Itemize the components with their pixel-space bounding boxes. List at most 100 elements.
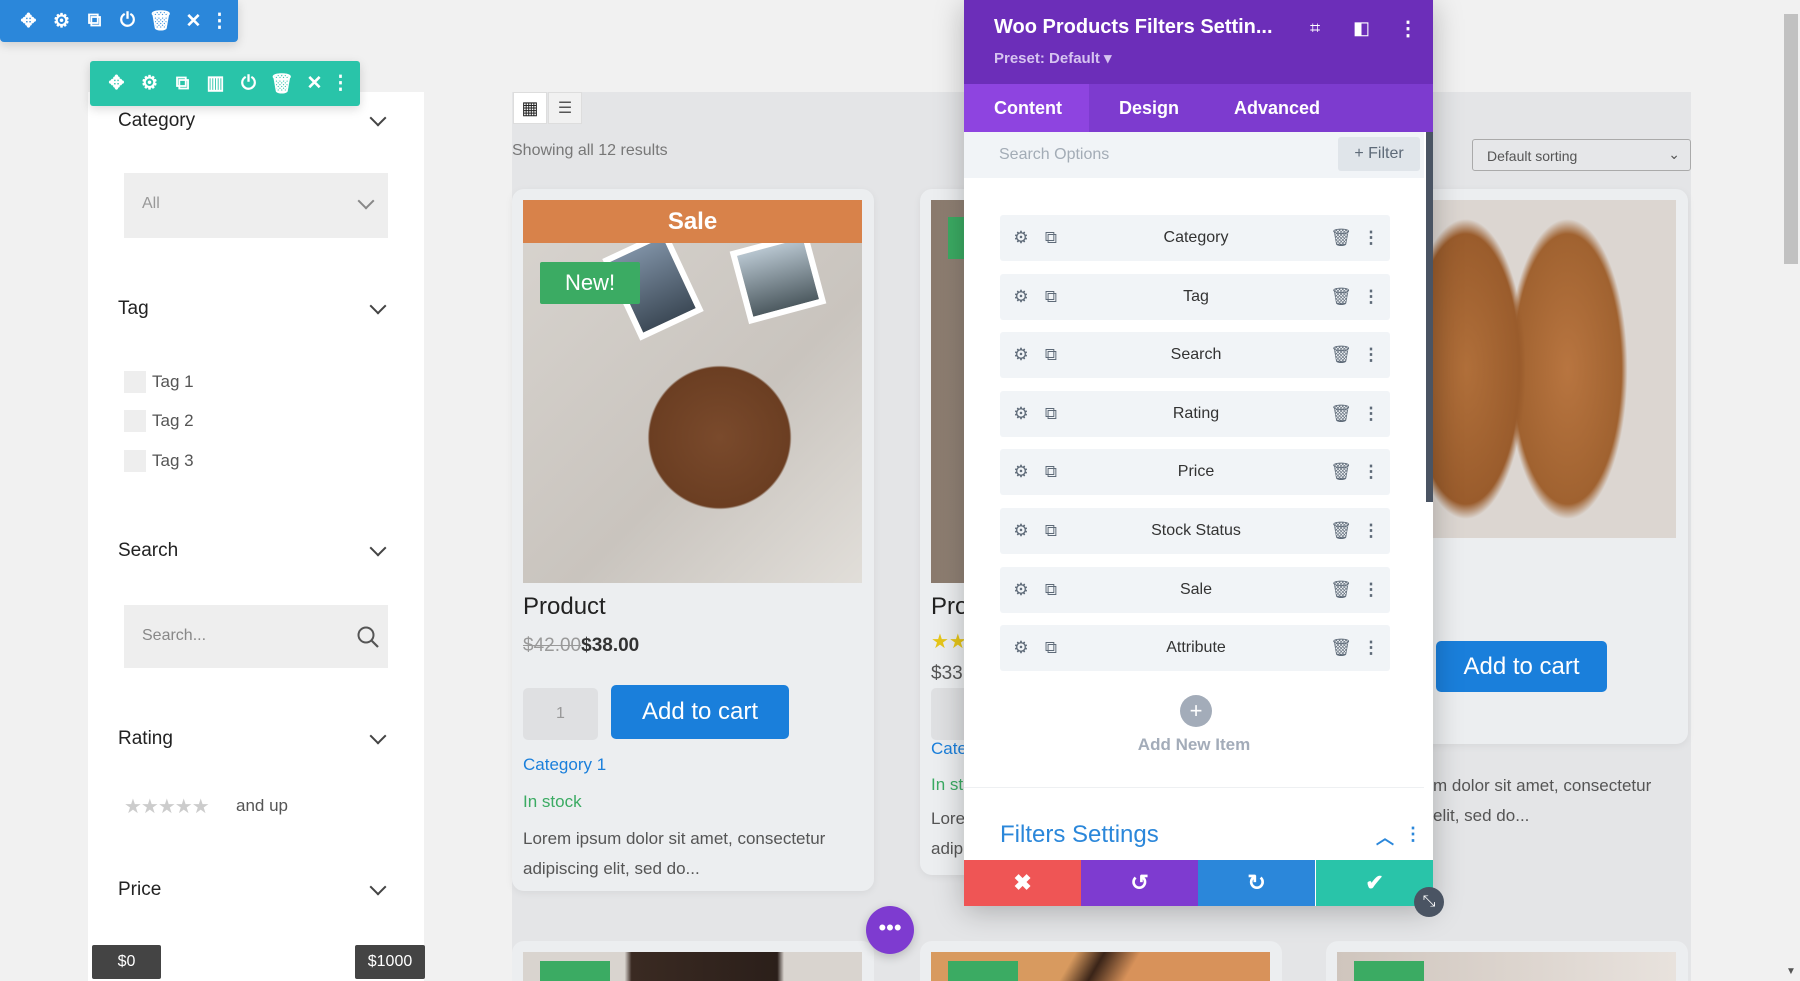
scrollbar-thumb[interactable] xyxy=(1784,14,1798,264)
trash-icon[interactable]: 🗑 xyxy=(1330,345,1352,365)
trash-icon[interactable]: 🗑 xyxy=(1330,521,1352,540)
tag-checkbox[interactable] xyxy=(124,371,146,393)
category-link[interactable]: Cate xyxy=(931,739,967,758)
gear-icon[interactable]: ⚙ xyxy=(52,10,71,32)
filter-item[interactable]: ⚙ ⧉ Category 🗑 ⋮ xyxy=(1000,215,1390,261)
filter-item[interactable]: ⚙ ⧉ Stock Status 🗑 ⋮ xyxy=(1000,508,1390,554)
redo-button[interactable]: ↻ xyxy=(1198,860,1316,906)
duplicate-icon[interactable]: ⧉ xyxy=(175,72,190,94)
gear-icon[interactable]: ⚙ xyxy=(1013,345,1029,365)
gear-icon[interactable]: ⚙ xyxy=(1013,579,1029,599)
tag-checkbox[interactable] xyxy=(124,410,146,432)
more-icon[interactable]: ⋮ xyxy=(1362,521,1380,540)
gear-icon[interactable]: ⚙ xyxy=(1013,286,1029,306)
panel-scrollbar[interactable] xyxy=(1426,132,1433,502)
duplicate-icon[interactable]: ⧉ xyxy=(1044,462,1058,482)
power-icon[interactable]: ⏻ xyxy=(240,72,257,94)
move-icon[interactable]: ✥ xyxy=(20,10,37,32)
more-icon[interactable]: ⋮ xyxy=(1362,403,1380,423)
gear-icon[interactable]: ⚙ xyxy=(140,73,159,94)
discard-button[interactable]: ✖ xyxy=(964,860,1082,906)
duplicate-icon[interactable]: ⧉ xyxy=(87,10,102,31)
sidebar-toggle-icon[interactable]: ◧ xyxy=(1353,18,1371,38)
duplicate-icon[interactable]: ⧉ xyxy=(1044,286,1058,306)
tag-checkbox[interactable] xyxy=(124,450,146,472)
power-icon[interactable]: ⏻ xyxy=(119,10,136,31)
trash-icon[interactable]: 🗑 xyxy=(1330,462,1352,482)
trash-icon[interactable]: 🗑 xyxy=(1330,579,1352,599)
close-icon[interactable]: ✕ xyxy=(306,73,323,94)
duplicate-icon[interactable]: ⧉ xyxy=(1044,345,1058,365)
gear-icon[interactable]: ⚙ xyxy=(1013,638,1029,658)
chevron-down-icon[interactable] xyxy=(369,878,387,896)
focus-mode-icon[interactable]: ⌗ xyxy=(1310,18,1321,38)
more-icon[interactable]: ⋮ xyxy=(1362,228,1380,247)
more-icon[interactable]: ⋮ xyxy=(1362,286,1380,306)
product-title[interactable]: Product xyxy=(523,593,606,620)
add-filter-button[interactable]: + Filter xyxy=(1338,137,1420,171)
grid-view-icon[interactable]: ▦ xyxy=(513,92,547,124)
gear-icon[interactable]: ⚙ xyxy=(1013,403,1029,423)
duplicate-icon[interactable]: ⧉ xyxy=(1044,579,1058,599)
close-icon[interactable]: ✕ xyxy=(185,10,202,32)
filter-item[interactable]: ⚙ ⧉ Attribute 🗑 ⋮ xyxy=(1000,625,1390,672)
rating-stars[interactable]: ★★★★★ xyxy=(124,796,210,818)
duplicate-icon[interactable]: ⧉ xyxy=(1044,403,1058,423)
save-button[interactable]: ✔ xyxy=(1316,860,1434,906)
list-view-icon[interactable]: ☰ xyxy=(548,92,582,124)
gear-icon[interactable]: ⚙ xyxy=(1013,462,1029,482)
more-icon[interactable]: ⋮ xyxy=(210,10,229,32)
filters-settings-heading[interactable]: Filters Settings xyxy=(1000,821,1159,848)
filter-item[interactable]: ⚙ ⧉ Tag 🗑 ⋮ xyxy=(1000,273,1390,320)
more-icon[interactable]: ⋮ xyxy=(1362,579,1380,599)
trash-icon[interactable]: 🗑 xyxy=(148,11,173,32)
quantity-input[interactable]: 1 xyxy=(523,688,598,740)
move-icon[interactable]: ✥ xyxy=(108,73,125,94)
undo-button[interactable]: ↺ xyxy=(1081,860,1199,906)
more-icon[interactable]: ⋮ xyxy=(331,73,350,94)
search-input[interactable]: Search... xyxy=(124,605,388,668)
more-icon[interactable]: ⋮ xyxy=(1362,345,1380,365)
tab-advanced[interactable]: Advanced xyxy=(1234,98,1321,118)
trash-icon[interactable]: 🗑 xyxy=(269,73,294,95)
duplicate-icon[interactable]: ⧉ xyxy=(1044,638,1058,658)
more-icon[interactable]: ⋮ xyxy=(1362,638,1380,658)
resize-handle-icon[interactable]: ⤡ xyxy=(1414,887,1444,917)
filter-item[interactable]: ⚙ ⧉ Price 🗑 ⋮ xyxy=(1000,449,1390,496)
chevron-down-icon[interactable] xyxy=(369,539,387,557)
more-icon[interactable]: ⋮ xyxy=(1362,462,1380,482)
add-item-icon[interactable]: + xyxy=(1180,695,1212,727)
chevron-down-icon[interactable] xyxy=(369,109,387,127)
preset-selector[interactable]: Preset: Default ▾ xyxy=(994,50,1112,67)
columns-icon[interactable]: ▥ xyxy=(206,73,225,94)
chevron-down-icon[interactable] xyxy=(369,297,387,315)
tab-content[interactable]: Content xyxy=(964,84,1089,132)
product-image[interactable] xyxy=(523,200,862,583)
sorting-select[interactable]: Default sorting ⌄ xyxy=(1472,139,1691,171)
filter-item[interactable]: ⚙ ⧉ Search 🗑 ⋮ xyxy=(1000,332,1390,379)
add-to-cart-button[interactable]: Add to cart xyxy=(1436,641,1607,692)
category-link[interactable]: Category 1 xyxy=(523,755,607,774)
gear-icon[interactable]: ⚙ xyxy=(1013,228,1029,247)
category-select[interactable]: All xyxy=(124,173,388,238)
more-options-button[interactable]: ••• xyxy=(866,906,914,954)
trash-icon[interactable]: 🗑 xyxy=(1330,638,1352,658)
tab-design[interactable]: Design xyxy=(1119,98,1180,118)
search-options-input[interactable]: Search Options xyxy=(999,146,1110,163)
trash-icon[interactable]: 🗑 xyxy=(1330,228,1352,247)
chevron-up-icon[interactable]: ︿ xyxy=(1376,828,1394,848)
add-new-item-label[interactable]: Add New Item xyxy=(1137,735,1251,754)
page-scrollbar[interactable]: ▼ xyxy=(1782,0,1800,981)
product-title[interactable]: Pro xyxy=(931,593,969,620)
search-icon[interactable] xyxy=(356,625,380,649)
more-icon[interactable]: ⋮ xyxy=(1398,18,1418,40)
more-icon[interactable]: ⋮ xyxy=(1404,824,1422,844)
duplicate-icon[interactable]: ⧉ xyxy=(1044,521,1058,540)
add-to-cart-button[interactable]: Add to cart xyxy=(611,685,789,739)
filter-item[interactable]: ⚙ ⧉ Sale 🗑 ⋮ xyxy=(1000,566,1390,613)
scroll-down-arrow-icon[interactable]: ▼ xyxy=(1786,966,1796,977)
filter-item[interactable]: ⚙ ⧉ Rating 🗑 ⋮ xyxy=(1000,390,1390,437)
gear-icon[interactable]: ⚙ xyxy=(1013,521,1029,540)
duplicate-icon[interactable]: ⧉ xyxy=(1044,228,1058,247)
trash-icon[interactable]: 🗑 xyxy=(1330,286,1352,306)
